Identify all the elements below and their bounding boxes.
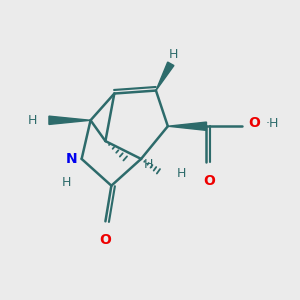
Polygon shape: [168, 122, 206, 130]
Text: O: O: [203, 174, 215, 188]
Text: H: H: [28, 114, 37, 127]
Text: H: H: [62, 176, 71, 189]
Polygon shape: [49, 116, 91, 124]
Text: H: H: [144, 158, 153, 171]
Text: H: H: [169, 48, 178, 61]
Text: O: O: [100, 233, 111, 247]
Text: O: O: [248, 116, 260, 130]
Text: ·H: ·H: [266, 117, 279, 130]
Polygon shape: [156, 62, 174, 91]
Text: H: H: [177, 167, 186, 180]
Text: N: N: [66, 152, 77, 166]
